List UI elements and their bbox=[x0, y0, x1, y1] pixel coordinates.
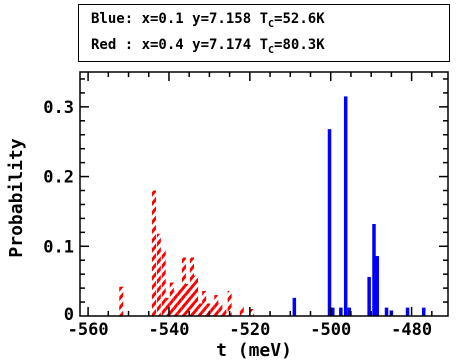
legend-red-text: Red : x=0.4 y=7.174 T bbox=[91, 37, 269, 53]
blue-bar bbox=[343, 96, 348, 317]
red-bar bbox=[165, 297, 170, 316]
red-bar bbox=[206, 303, 211, 316]
red-bar bbox=[198, 303, 203, 316]
y-tick-label: 0.2 bbox=[43, 168, 74, 188]
red-bar bbox=[194, 275, 199, 316]
red-bar bbox=[214, 295, 219, 316]
y-axis-title: Probability bbox=[6, 138, 27, 257]
blue-bar bbox=[421, 307, 426, 316]
y-tick-label-zero: 0 bbox=[64, 305, 74, 325]
legend-blue-subscript: C bbox=[268, 18, 275, 30]
red-bar bbox=[222, 309, 227, 316]
x-axis-title: t (meV) bbox=[216, 340, 292, 361]
blue-bar bbox=[367, 276, 371, 316]
red-bar bbox=[210, 304, 215, 316]
red-bar bbox=[202, 290, 207, 316]
blue-bar bbox=[292, 297, 297, 316]
red-bar bbox=[181, 257, 186, 316]
red-bar bbox=[156, 233, 161, 316]
legend-blue-tail: =52.6K bbox=[274, 11, 325, 27]
legend-red-subscript: C bbox=[268, 44, 275, 56]
red-bar bbox=[173, 290, 178, 316]
blue-bar bbox=[375, 256, 379, 316]
legend-entry-blue: Blue: x=0.1 y=7.158 TC=52.6K bbox=[91, 11, 325, 30]
blue-bar bbox=[347, 307, 352, 316]
red-bar bbox=[119, 286, 124, 316]
x-tick-label: -560 bbox=[68, 320, 109, 340]
red-bar bbox=[227, 290, 232, 316]
red-bar bbox=[177, 286, 182, 316]
blue-bar bbox=[405, 307, 410, 316]
legend-blue-text: Blue: x=0.1 y=7.158 T bbox=[91, 11, 269, 27]
x-tick-label: -520 bbox=[229, 320, 270, 340]
blue-bar bbox=[327, 129, 332, 316]
y-tick-label: 0.3 bbox=[43, 98, 74, 118]
red-bar bbox=[169, 282, 174, 316]
y-tick-label: 0.1 bbox=[43, 237, 74, 257]
blue-bar bbox=[339, 307, 343, 316]
red-bar bbox=[161, 250, 166, 316]
legend-box: Blue: x=0.1 y=7.158 TC=52.6K Red : x=0.4… bbox=[78, 4, 450, 62]
x-tick-label: -500 bbox=[310, 320, 351, 340]
legend-red-tail: =80.3K bbox=[274, 37, 325, 53]
red-bar bbox=[152, 190, 156, 316]
red-bar bbox=[218, 303, 223, 316]
red-bar bbox=[249, 309, 254, 316]
red-bar bbox=[239, 306, 244, 316]
x-tick-label: -480 bbox=[391, 320, 432, 340]
x-tick-label: -540 bbox=[148, 320, 189, 340]
legend-entry-red: Red : x=0.4 y=7.174 TC=80.3K bbox=[91, 37, 325, 56]
blue-bar bbox=[384, 307, 389, 316]
ticks-layer: -560 -540 -520 -500 -480 0.1 0.2 0.3 0 bbox=[43, 72, 448, 340]
bars-layer bbox=[119, 96, 426, 317]
red-bar bbox=[190, 257, 195, 316]
blue-bar bbox=[331, 307, 335, 316]
blue-bar bbox=[372, 223, 376, 316]
plot-frame bbox=[79, 71, 449, 317]
red-bar bbox=[185, 283, 190, 316]
